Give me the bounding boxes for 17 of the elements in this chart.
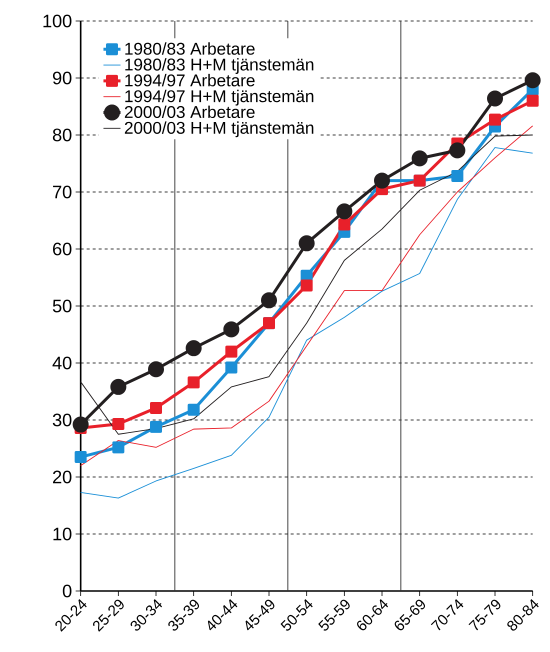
y-tick-label: 100 bbox=[44, 14, 72, 28]
y-tick-label: 70 bbox=[53, 186, 72, 198]
y-tick-label: 30 bbox=[52, 414, 72, 426]
y-tick-label: 40 bbox=[52, 356, 72, 370]
y-tick-label: 50 bbox=[52, 300, 72, 312]
y-tick-label: 0 bbox=[62, 584, 72, 598]
legend-label: 1994/97 Arbetare bbox=[125, 74, 255, 86]
legend-label: 1994/97 H+M tjänstemän bbox=[125, 90, 314, 106]
y-tick-label: 90 bbox=[53, 72, 72, 84]
y-tick-label: 60 bbox=[53, 242, 72, 256]
y-tick-label: 20 bbox=[53, 470, 72, 484]
legend-label: 1980/83 H+M tjänstemän bbox=[125, 58, 314, 74]
legend-label: 2000/03 Arbetare bbox=[125, 106, 255, 118]
y-tick-label: 80 bbox=[53, 128, 72, 142]
legend-label: 1980/83 Arbetare bbox=[125, 42, 255, 55]
legend-label: 2000/03 H+M tjänstemän bbox=[125, 121, 314, 138]
y-tick-label: 10 bbox=[54, 528, 72, 540]
